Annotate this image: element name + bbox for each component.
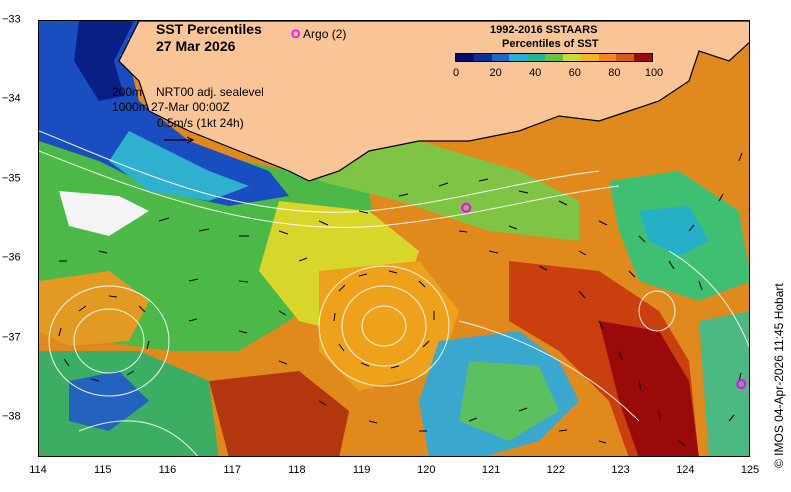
- colorbar-swatch: [616, 54, 635, 61]
- sst-zone-southeast-green: [699, 311, 749, 456]
- sst-zone-deep-red: [599, 321, 699, 456]
- colorbar-swatch: [473, 54, 492, 61]
- sst-map[interactable]: [38, 20, 750, 457]
- x-tick-label: 117: [223, 464, 241, 476]
- contour-shelf-2: [39, 150, 620, 228]
- contour-eddy-west-2: [73, 308, 145, 374]
- y-tick-label: −33: [2, 13, 21, 26]
- x-tick-label: 125: [740, 464, 760, 476]
- colorbar-swatch: [527, 54, 546, 61]
- sst-zone-east-cyan: [639, 206, 709, 256]
- sst-zone-south-green: [459, 361, 559, 441]
- vector-scale-arrow: [164, 136, 195, 144]
- colorbar-title-line1: 1992-2016 SSTAARS: [490, 24, 598, 36]
- depth-1000-label: 1000m: [112, 100, 149, 114]
- contour-eddy-east: [638, 290, 676, 332]
- map-title-line2: 27 Mar 2026: [156, 38, 236, 54]
- sst-map-canvas: [39, 21, 749, 456]
- x-tick-label: 115: [93, 464, 112, 476]
- x-tick-label: 116: [158, 464, 177, 476]
- argo-float-marker[interactable]: [461, 202, 472, 213]
- sealevel-label: NRT00 adj. sealevel: [156, 85, 264, 99]
- y-tick-label: −34: [2, 92, 21, 105]
- argo-float-marker[interactable]: [736, 379, 747, 390]
- contour-eddy-west-1: [48, 285, 170, 397]
- sst-zone-orange-center: [319, 261, 459, 391]
- argo-legend-symbol: O: [291, 27, 301, 41]
- contour-eddy-center-3: [361, 305, 407, 347]
- sst-zone-green-coast: [289, 131, 579, 241]
- colorbar-label: 20: [489, 67, 502, 79]
- y-tick-label: −35: [2, 172, 21, 185]
- contour-eddy-center-1: [318, 265, 450, 387]
- colorbar-swatch: [491, 54, 510, 61]
- colorbar-swatch: [562, 54, 581, 61]
- sst-zone-white: [59, 191, 149, 236]
- contour-south-2: [78, 420, 198, 456]
- colorbar-label: 0: [452, 67, 460, 79]
- x-tick-label: 122: [546, 464, 565, 476]
- x-tick-label: 119: [352, 464, 371, 476]
- x-tick-label: 124: [676, 464, 695, 476]
- colorbar-swatch: [580, 54, 599, 61]
- colorbar-label: 100: [644, 67, 664, 79]
- sst-zone-southwest-eddy: [39, 271, 149, 346]
- map-title-line1: SST Percentiles: [156, 21, 262, 37]
- colorbar-title-line2: Percentiles of SST: [502, 38, 599, 50]
- colorbar-swatch: [634, 54, 652, 61]
- contour-south-1: [458, 320, 640, 422]
- velocity-vectors: [58, 152, 743, 447]
- argo-float-layer: [461, 202, 747, 390]
- x-tick-label: 118: [288, 464, 306, 476]
- sst-zone-southwest-red: [209, 371, 349, 456]
- colorbar-label: 60: [568, 67, 581, 79]
- y-tick-label: −36: [2, 251, 21, 264]
- colorbar-swatch: [509, 54, 528, 61]
- x-tick-label: 123: [611, 464, 630, 476]
- vector-scale-label: 0.5m/s (1kt 24h): [157, 116, 244, 130]
- colorbar: [455, 53, 653, 62]
- colorbar-swatch: [598, 54, 617, 61]
- y-tick-label: −38: [2, 410, 21, 423]
- contour-east-1: [668, 250, 749, 348]
- contour-eddy-center-2: [341, 285, 427, 367]
- argo-legend: O Argo (2): [291, 27, 346, 41]
- y-tick-label: −37: [2, 331, 21, 344]
- contour-shelf-1: [39, 130, 600, 213]
- x-tick-label: 114: [29, 464, 47, 476]
- colorbar-label: 80: [608, 67, 621, 79]
- colorbar-label: 40: [529, 67, 542, 79]
- sst-zone-cold-deep: [74, 21, 134, 101]
- sst-zone-southwest-blue: [69, 371, 149, 431]
- sst-zone-cyan: [109, 131, 249, 201]
- sealevel-contours: [39, 130, 749, 456]
- argo-legend-label: Argo (2): [303, 27, 347, 41]
- depth-200-label: 200m: [112, 85, 143, 99]
- imos-credit: © IMOS 04-Apr-2026 11:45 Hobart: [772, 283, 786, 468]
- colorbar-swatch: [545, 54, 563, 61]
- colorbar-swatch: [456, 54, 474, 61]
- sealevel-time: 27-Mar 00:00Z: [151, 100, 230, 114]
- x-tick-label: 120: [417, 464, 436, 476]
- x-tick-label: 121: [481, 464, 501, 476]
